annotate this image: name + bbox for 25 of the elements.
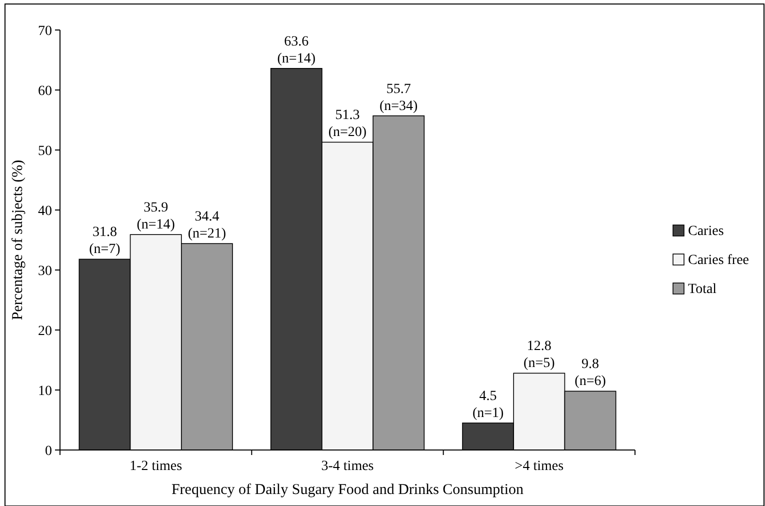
y-tick-label: 20 bbox=[38, 324, 52, 339]
data-label: 9.8 (n=6) bbox=[574, 357, 606, 390]
data-label: 12.8 (n=5) bbox=[524, 339, 556, 372]
data-label: 4.5 (n=1) bbox=[472, 389, 504, 421]
x-tick-label: >4 times bbox=[514, 459, 564, 474]
data-label: 63.6 (n=14) bbox=[277, 34, 316, 66]
y-tick-label: 50 bbox=[38, 144, 52, 159]
legend-label: Caries free bbox=[688, 253, 750, 268]
y-tick-label: 40 bbox=[38, 204, 52, 219]
y-tick-label: 30 bbox=[38, 264, 52, 279]
legend-label: Total bbox=[688, 282, 717, 297]
y-axis-title: Percentage of subjects (%) bbox=[10, 160, 26, 320]
x-tick-label: 3-4 times bbox=[321, 459, 374, 474]
y-tick-label: 0 bbox=[45, 444, 52, 459]
data-label: 35.9 (n=14) bbox=[136, 200, 176, 233]
y-tick-label: 10 bbox=[38, 384, 52, 399]
data-label: 31.8 (n=7) bbox=[89, 225, 121, 258]
y-tick-label: 60 bbox=[38, 84, 52, 99]
data-label: 34.4 (n=21) bbox=[188, 210, 226, 242]
x-axis-title: Frequency of Daily Sugary Food and Drinks Consumption bbox=[171, 482, 524, 498]
legend-label: Caries bbox=[688, 224, 724, 239]
data-label: 55.7 (n=34) bbox=[379, 82, 418, 114]
y-tick-label: 70 bbox=[38, 24, 52, 39]
x-tick-label: 1-2 times bbox=[130, 459, 182, 474]
data-label: 51.3 (n=20) bbox=[328, 108, 367, 140]
